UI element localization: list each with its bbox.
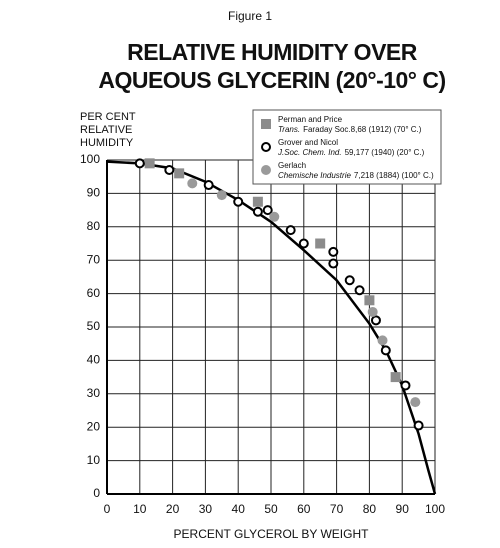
data-point [134,158,145,169]
data-point [400,380,411,391]
data-point [262,205,273,216]
data-point [233,196,244,207]
y-tick-label: 20 [87,419,101,433]
data-point [203,180,214,191]
data-point [370,315,381,326]
y-tick-label: 50 [87,319,101,333]
x-axis-label: PERCENT GLYCEROL BY WEIGHT [174,527,370,541]
legend-box [252,109,442,185]
data-point [410,397,421,408]
data-point [344,275,355,286]
y-axis-label: HUMIDITY [80,137,134,149]
data-point [390,372,401,383]
y-tick-label: 60 [87,286,101,300]
legend-reference: 59,177 (1940) (20° C.) [345,148,425,157]
data-point [354,285,365,296]
legend-reference: Faraday Soc.8,68 (1912) (70° C.) [303,125,422,134]
y-tick-label: 70 [87,252,101,266]
x-tick-label: 0 [104,502,111,516]
data-point [377,335,388,346]
x-tick-label: 60 [297,502,311,516]
data-point [174,168,185,179]
y-tick-label: 40 [87,353,101,367]
data-point [252,206,263,217]
y-tick-label: 10 [87,453,101,467]
data-point [367,306,378,317]
x-tick-label: 10 [133,502,147,516]
y-tick-label: 30 [87,386,101,400]
legend-journal: Chemische Industrie [278,171,351,180]
y-tick-label: 80 [87,219,101,233]
data-point [269,211,280,222]
data-point [364,295,375,306]
legend-citation: J.Soc. Chem. Ind. 59,177 (1940) (20° C.) [277,148,425,157]
y-tick-label: 100 [80,152,100,166]
x-tick-label: 40 [232,502,246,516]
legend-reference: 7,218 (1884) (100° C.) [354,171,434,180]
data-point [328,258,339,269]
legend-marker [261,119,271,129]
chart-title: RELATIVE HUMIDITY OVER [127,39,418,65]
x-tick-label: 20 [166,502,180,516]
y-axis-label: RELATIVE [80,124,132,136]
x-tick-label: 100 [425,502,445,516]
x-tick-label: 80 [363,502,377,516]
legend-citation: Trans. Faraday Soc.8,68 (1912) (70° C.) [278,125,422,134]
x-tick-label: 50 [264,502,278,516]
figure-label: Figure 1 [228,9,272,23]
y-tick-label: 90 [87,186,101,200]
data-point [216,190,227,201]
data-point [413,420,424,431]
legend-marker [261,165,271,175]
data-point [328,246,339,257]
y-axis-label: PER CENT [80,111,136,123]
y-tick-label: 0 [93,486,100,500]
data-point [164,165,175,176]
data-point [252,196,263,207]
data-point [187,178,198,189]
x-tick-label: 90 [396,502,410,516]
data-point [144,158,155,169]
chart-title: AQUEOUS GLYCERIN (20°-10° C) [98,67,445,93]
legend-label: Grover and Nicol [278,138,338,147]
legend-citation: Chemische Industrie 7,218 (1884) (100° C.… [278,171,434,180]
data-point [380,345,391,356]
data-point [298,238,309,249]
legend-marker [261,142,271,152]
legend-journal: J.Soc. Chem. Ind. [277,148,342,157]
x-tick-label: 30 [199,502,213,516]
x-tick-label: 70 [330,502,344,516]
data-point [285,225,296,236]
legend-journal: Trans. [278,125,300,134]
legend-label: Perman and Price [278,115,343,124]
data-point [315,238,326,249]
legend-label: Gerlach [278,161,306,170]
